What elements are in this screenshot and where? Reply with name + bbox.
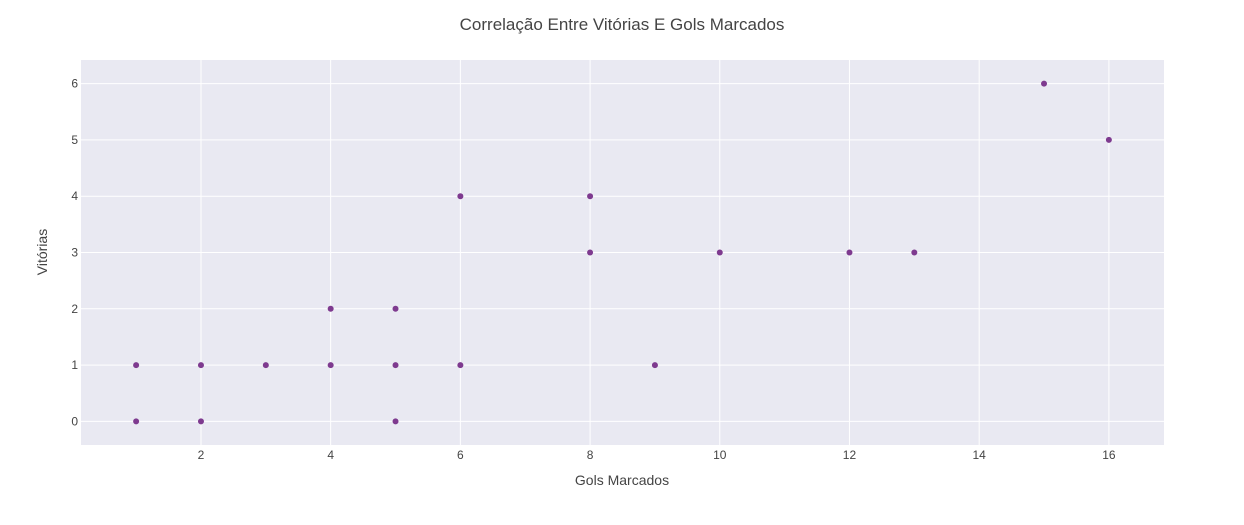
y-tick-label: 5	[71, 133, 78, 147]
data-point	[1105, 136, 1112, 143]
x-tick-label: 4	[327, 448, 334, 462]
x-axis-label: Gols Marcados	[575, 472, 669, 488]
y-tick-label: 1	[71, 358, 78, 372]
chart-title: Correlação Entre Vitórias E Gols Marcado…	[460, 15, 785, 34]
y-tick-label: 4	[71, 189, 78, 203]
data-point	[587, 193, 594, 200]
y-axis-label: Vitórias	[34, 229, 50, 275]
data-point	[716, 249, 723, 256]
x-axis-ticks: 2 4 6 8 10 12 14 16	[198, 448, 1116, 462]
data-points	[133, 80, 1112, 425]
data-point	[587, 249, 594, 256]
x-tick-label: 10	[713, 448, 727, 462]
x-tick-label: 2	[198, 448, 205, 462]
x-tick-label: 6	[457, 448, 464, 462]
data-point	[133, 418, 140, 425]
data-point	[392, 305, 399, 312]
y-tick-label: 0	[71, 414, 78, 428]
y-tick-label: 6	[71, 77, 78, 91]
x-tick-label: 8	[587, 448, 594, 462]
data-point	[1041, 80, 1048, 87]
x-tick-label: 12	[843, 448, 857, 462]
x-tick-label: 14	[972, 448, 986, 462]
data-point	[651, 362, 658, 369]
data-point	[327, 362, 334, 369]
y-tick-label: 3	[71, 246, 78, 260]
data-point	[911, 249, 918, 256]
data-point	[327, 305, 334, 312]
data-point	[457, 362, 464, 369]
data-point	[457, 193, 464, 200]
y-axis-ticks: 0 1 2 3 4 5 6	[71, 77, 78, 429]
data-point	[262, 362, 269, 369]
grid-lines	[81, 60, 1164, 445]
data-point	[392, 362, 399, 369]
data-point	[846, 249, 853, 256]
data-point	[197, 418, 204, 425]
data-point	[133, 362, 140, 369]
data-point	[197, 362, 204, 369]
y-tick-label: 2	[71, 302, 78, 316]
data-point	[392, 418, 399, 425]
x-tick-label: 16	[1102, 448, 1116, 462]
